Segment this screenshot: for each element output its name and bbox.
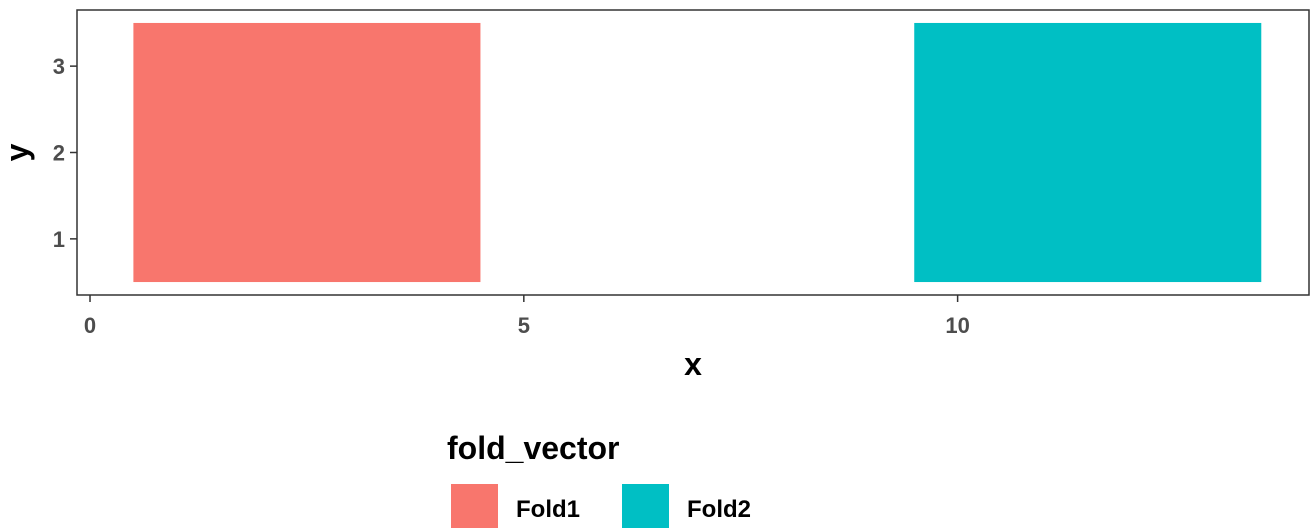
y-tick-label: 2	[53, 141, 65, 166]
y-tick-label: 1	[53, 227, 65, 252]
y-axis-title: y	[0, 143, 35, 161]
x-tick-label: 5	[518, 313, 530, 338]
tile-fold2	[914, 22, 1262, 283]
legend-label-fold1: Fold1	[516, 496, 580, 523]
axes-layer: 0 5 10 1 2 3	[53, 9, 1310, 338]
x-tick-label: 0	[84, 313, 96, 338]
legend-label-fold2: Fold2	[687, 496, 751, 523]
tile-fold1	[133, 22, 481, 283]
tiles-layer	[133, 22, 1262, 283]
x-axis-title: x	[684, 346, 702, 382]
legend-key-fold1	[451, 484, 498, 528]
legend: Fold1 Fold2	[451, 484, 751, 528]
legend-key-fold2	[622, 484, 669, 528]
legend-title: fold_vector	[447, 430, 619, 466]
x-tick-label: 10	[945, 313, 969, 338]
y-tick-label: 3	[53, 54, 65, 79]
